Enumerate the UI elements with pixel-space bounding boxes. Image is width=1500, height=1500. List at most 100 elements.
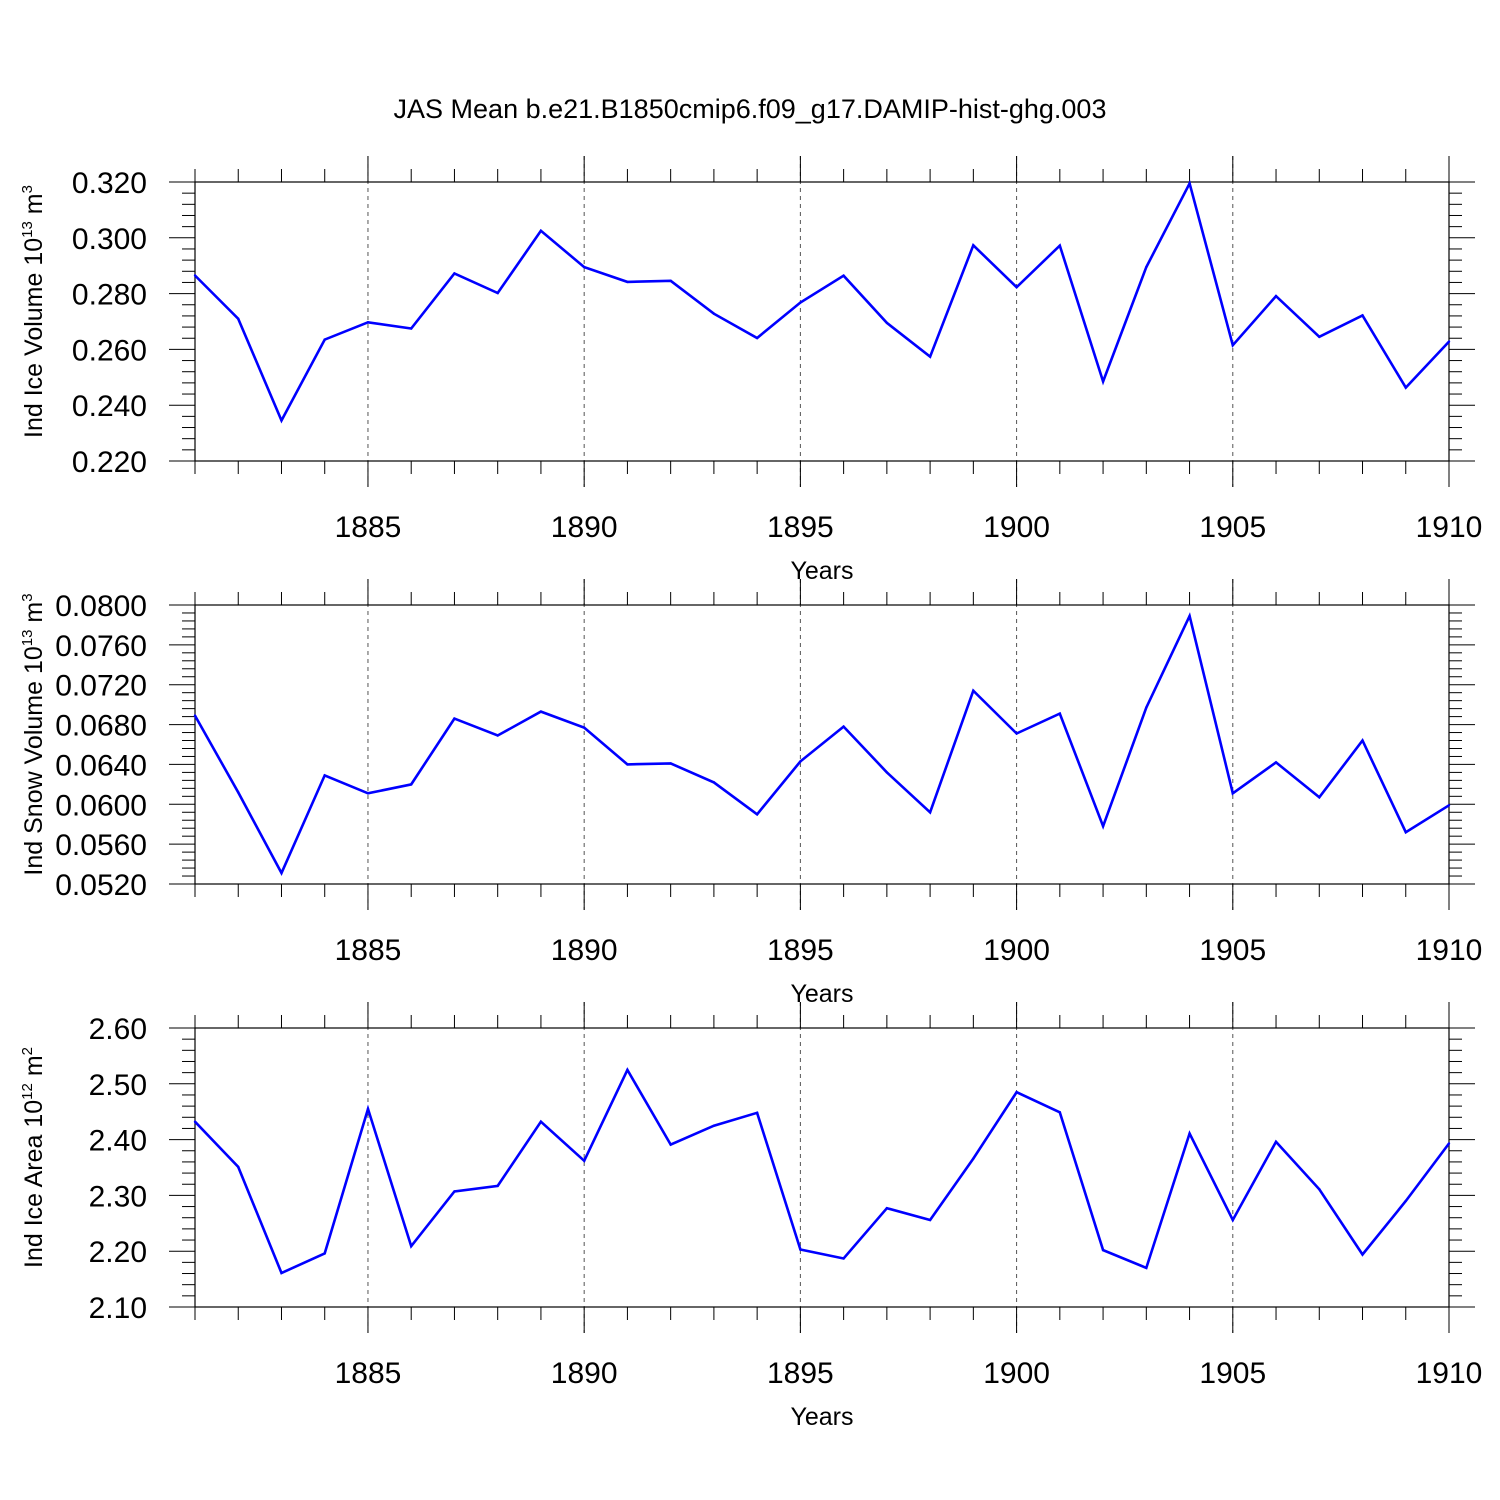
data-point xyxy=(1274,1140,1278,1144)
chart-panel-1: 0.220 0.240 0.260 0.280 0.300 0.320 1885 1890 18… xyxy=(19,156,1482,585)
data-point xyxy=(453,1190,456,1193)
data-point xyxy=(669,1143,672,1146)
data-point xyxy=(1188,1132,1191,1135)
data-point xyxy=(1015,285,1018,289)
chart-panel-2: 0.0520 0.0560 0.0600 0.0640 0.0680 0.0720 0.07… xyxy=(19,579,1482,1008)
data-point xyxy=(1145,1266,1148,1270)
data-point xyxy=(842,725,845,728)
y-tick-label: 0.300 xyxy=(72,223,147,256)
y-tick-label: 2.40 xyxy=(89,1125,147,1158)
y-tick-label: 2.30 xyxy=(89,1180,147,1213)
x-tick-label: 1890 xyxy=(551,511,618,544)
series-line xyxy=(194,1067,1451,1275)
data-point xyxy=(1404,830,1407,834)
data-point xyxy=(453,717,456,720)
y-tick-label: 0.0800 xyxy=(55,590,147,623)
x-tick-label: 1885 xyxy=(335,934,402,967)
x-tick-label: 1890 xyxy=(551,934,618,967)
x-tick-label: 1890 xyxy=(551,1357,618,1390)
y-tick-label: 0.0520 xyxy=(55,869,147,902)
x-tick-label: 1900 xyxy=(983,1357,1050,1390)
data-point xyxy=(885,321,889,325)
data-point xyxy=(1447,1142,1451,1145)
data-point xyxy=(1058,244,1062,247)
data-point xyxy=(582,726,586,729)
data-point xyxy=(1274,761,1278,764)
data-point xyxy=(1188,614,1191,618)
y-tick-label: 0.0680 xyxy=(55,710,147,743)
data-point xyxy=(539,710,543,713)
data-point xyxy=(1447,340,1451,343)
data-point xyxy=(582,1159,586,1163)
data-point xyxy=(842,1257,845,1260)
panels: 0.220 0.240 0.260 0.280 0.300 0.320 1885 1890 18… xyxy=(19,156,1482,1431)
data-point xyxy=(626,280,629,284)
y-tick-label: 0.220 xyxy=(72,446,147,479)
data-point xyxy=(323,774,326,777)
data-point xyxy=(928,811,932,814)
x-tick-label: 1895 xyxy=(767,934,834,967)
data-point xyxy=(669,279,672,282)
data-point xyxy=(1188,182,1191,185)
y-axis-title: Ind Ice Area 1012 m2 xyxy=(19,1047,48,1268)
data-point xyxy=(453,272,456,275)
data-point xyxy=(280,419,283,422)
y-tick-label: 2.20 xyxy=(89,1236,147,1269)
data-point xyxy=(1231,344,1234,347)
data-point xyxy=(1361,314,1364,317)
data-point xyxy=(237,1165,240,1169)
data-point xyxy=(366,1107,370,1111)
x-tick-label: 1885 xyxy=(335,1357,402,1390)
data-point xyxy=(972,1157,975,1160)
data-point xyxy=(366,321,370,324)
data-point xyxy=(1058,712,1062,715)
data-point xyxy=(1015,732,1018,735)
data-point xyxy=(237,317,240,320)
data-point xyxy=(193,274,197,277)
x-axis-title: Years xyxy=(790,557,853,585)
data-point xyxy=(755,336,759,340)
series-line xyxy=(193,612,1450,876)
plot-frame xyxy=(194,181,1450,462)
data-point xyxy=(1101,1248,1105,1252)
x-tick-label: 1905 xyxy=(1199,934,1266,967)
data-point xyxy=(410,327,413,330)
data-point xyxy=(496,291,499,295)
data-point xyxy=(539,1120,543,1123)
x-tick-label: 1910 xyxy=(1416,511,1483,544)
y-tick-label: 0.0560 xyxy=(55,829,147,862)
figure-title: JAS Mean b.e21.B1850cmip6.f09_g17.DAMIP-… xyxy=(394,94,1107,124)
data-point xyxy=(928,1218,932,1222)
data-point xyxy=(410,783,413,786)
data-point xyxy=(669,762,672,765)
data-point xyxy=(496,1184,499,1188)
data-point xyxy=(885,771,889,774)
data-point xyxy=(1318,1188,1321,1191)
data-point xyxy=(799,760,802,763)
data-point xyxy=(712,1124,716,1127)
data-point xyxy=(1274,294,1278,298)
x-tick-label: 1910 xyxy=(1416,1357,1483,1390)
data-point xyxy=(1015,1090,1018,1094)
y-tick-label: 0.0640 xyxy=(55,749,147,782)
data-point xyxy=(1145,265,1148,269)
y-tick-label: 0.260 xyxy=(72,334,147,367)
y-tick-label: 0.0720 xyxy=(55,670,147,703)
series-line xyxy=(194,179,1450,424)
data-point xyxy=(799,301,802,304)
x-tick-label: 1895 xyxy=(767,1357,834,1390)
chart-panel-3: 2.10 2.20 2.30 2.40 2.50 2.60 1885 1890 1895 1900… xyxy=(19,1002,1482,1431)
data-point xyxy=(539,229,543,233)
data-point xyxy=(1404,386,1407,389)
data-point xyxy=(1318,796,1321,799)
data-point xyxy=(626,1068,629,1072)
x-tick-label: 1895 xyxy=(767,511,834,544)
data-point xyxy=(582,265,586,269)
data-point xyxy=(712,781,716,784)
y-tick-label: 0.320 xyxy=(72,167,147,200)
data-point xyxy=(496,734,499,737)
y-axis-title: Ind Snow Volume 1013 m3 xyxy=(19,593,48,875)
data-point xyxy=(1447,804,1451,807)
data-point xyxy=(1231,1218,1234,1222)
